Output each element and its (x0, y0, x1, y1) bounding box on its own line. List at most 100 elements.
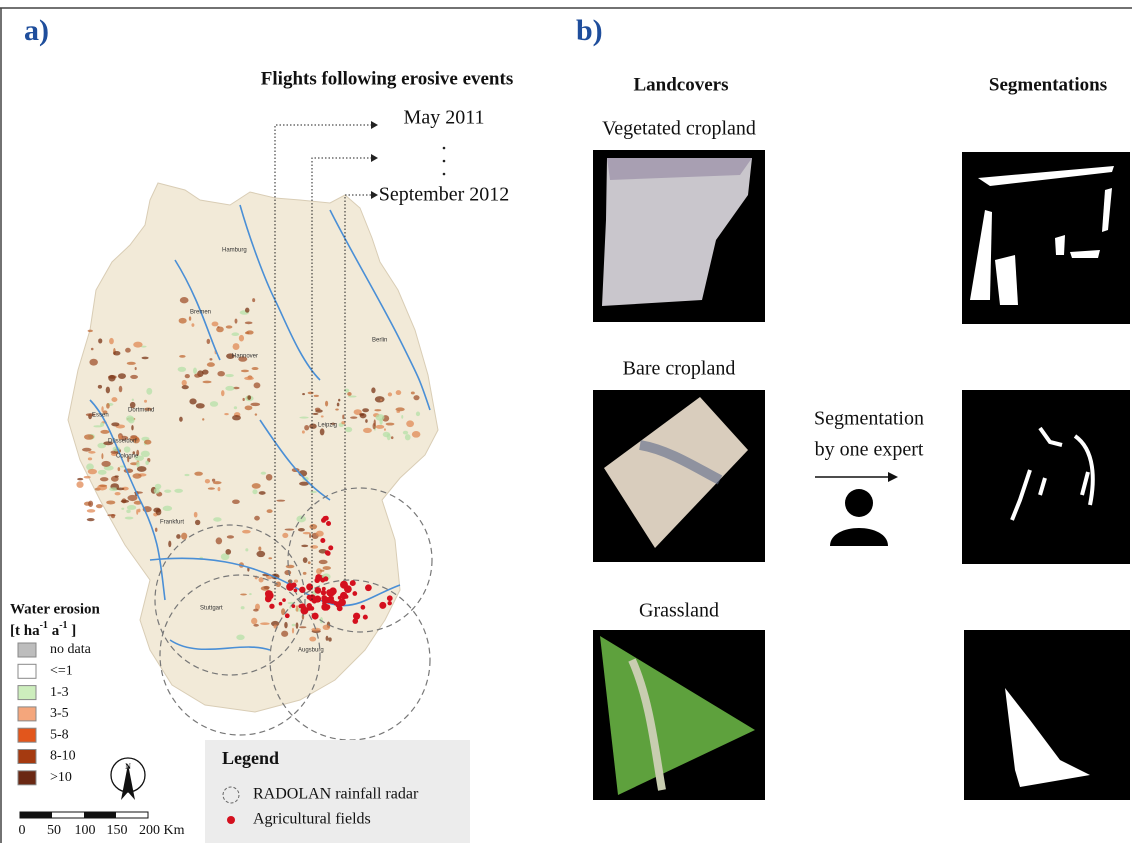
erosion-patch (225, 374, 234, 377)
erosion-patch (254, 516, 260, 521)
erosion-patch (225, 549, 231, 555)
erosion-patch (286, 565, 295, 569)
erosion-patch (406, 420, 414, 427)
erosion-patch (319, 560, 328, 564)
erosion-patch (298, 528, 305, 532)
erosion-patch (216, 537, 223, 544)
field-dot (363, 615, 368, 620)
erosion-patch (362, 408, 369, 412)
erosion-patch (101, 461, 110, 467)
scale-label: 50 (47, 823, 61, 838)
erosion-patch (350, 416, 357, 419)
legend-swatch (18, 686, 36, 700)
field-dot (328, 597, 334, 603)
erosion-patch (396, 390, 402, 395)
field-dot (352, 591, 357, 596)
erosion-patch (182, 385, 189, 389)
erosion-patch (127, 362, 136, 365)
map-title: Flights following erosive events (261, 68, 513, 89)
erosion-patch (178, 367, 186, 372)
expert-icon (830, 489, 888, 546)
erosion-patch (401, 415, 403, 419)
erosion-patch (268, 557, 272, 559)
city-label: Hannover (232, 354, 258, 360)
segmentation-image (964, 630, 1130, 800)
erosion-patch (386, 423, 395, 426)
erosion-patch (309, 637, 316, 642)
erosion-patch (194, 374, 201, 378)
legend-label: 8-10 (50, 749, 76, 764)
field-dot (315, 587, 322, 594)
row-label: Grassland (639, 600, 719, 622)
erosion-patch (100, 477, 108, 481)
city-label: Hamburg (222, 248, 247, 254)
erosion-patch (207, 339, 211, 344)
field-dot (321, 595, 327, 601)
erosion-patch (130, 375, 138, 379)
erosion-patch (245, 332, 249, 335)
erosion-patch (125, 348, 131, 353)
erosion-patch (111, 397, 117, 402)
erosion-patch (118, 467, 121, 471)
erosion-patch (128, 495, 138, 501)
erosion-patch (245, 321, 253, 324)
field-dot (294, 588, 298, 592)
segmentation-image (962, 152, 1130, 324)
erosion-patch (325, 401, 328, 407)
erosion-patch (88, 469, 97, 474)
scale-bar: 0 50 100 150 200 Km (19, 812, 185, 838)
field-dot (322, 516, 327, 521)
legend-swatch (18, 750, 36, 764)
landcover-image (593, 630, 765, 800)
field-dot (326, 521, 331, 526)
erosion-patch (316, 531, 324, 537)
field-dot (285, 613, 290, 618)
erosion-patch (301, 545, 308, 548)
erosion-patch (284, 622, 287, 629)
erosion-patch (127, 505, 136, 510)
legend-label: no data (50, 642, 92, 657)
erosion-patch (315, 408, 321, 411)
erosion-patch (258, 547, 261, 551)
erosion-patch (282, 533, 288, 538)
erosion-patch (106, 500, 115, 504)
city-label: Bremen (190, 310, 211, 316)
field-dot (387, 595, 393, 601)
field-dot (340, 592, 347, 599)
erosion-patch (224, 413, 228, 415)
erosion-patch (91, 348, 94, 351)
landcover-image (593, 150, 765, 322)
erosion-patch (360, 413, 367, 418)
erosion-patch (82, 448, 92, 452)
erosion-patch (338, 399, 340, 402)
city-label: Frankfurt (160, 520, 184, 526)
erosion-patch (133, 342, 142, 348)
erosion-patch (310, 545, 318, 549)
scale-label: 200 Km (139, 823, 185, 838)
erosion-patch (132, 398, 134, 401)
date-label: September 2012 (379, 184, 510, 206)
erosion-patch (363, 428, 372, 433)
erosion-patch (218, 487, 221, 491)
legend-swatch (18, 707, 36, 721)
erosion-patch (281, 608, 285, 615)
process-arrowhead (888, 472, 898, 482)
field-dot (333, 601, 337, 605)
erosion-patch (252, 483, 261, 489)
erosion-patch (384, 428, 386, 431)
erosion-patch (179, 355, 185, 358)
erosion-patch (309, 424, 316, 429)
erosion-patch (267, 509, 273, 513)
erosion-patch (208, 487, 215, 489)
city-label: Düsseldorf (108, 439, 137, 445)
ellipsis-dot (443, 147, 446, 150)
map-legend: Legend RADOLAN rainfall radar Agricultur… (205, 740, 470, 843)
legend-label: 5-8 (50, 727, 69, 742)
erosion-patch (323, 566, 331, 570)
field-dot (292, 604, 296, 608)
field-dot (312, 599, 317, 604)
field-dot (325, 550, 330, 555)
legend-symbol (227, 816, 235, 824)
legend-label: <=1 (50, 664, 73, 679)
panel-label: a) (24, 14, 49, 47)
